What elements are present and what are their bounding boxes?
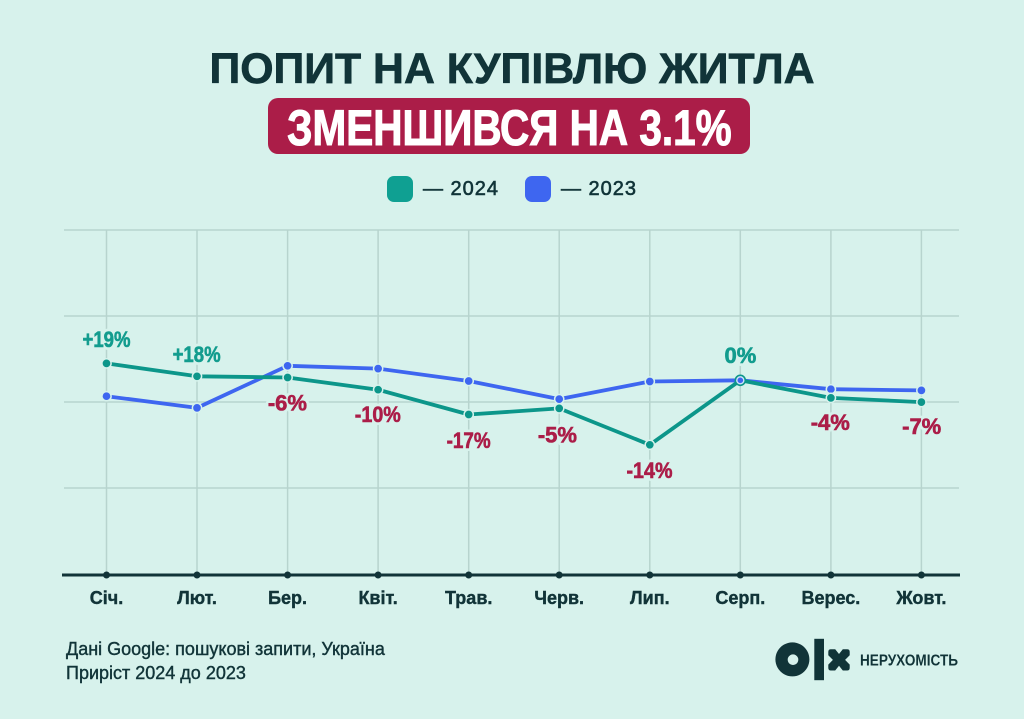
svg-text:-5%: -5% [538,423,577,448]
svg-text:Трав.: Трав. [445,588,492,608]
svg-text:-14%: -14% [627,458,673,483]
svg-text:-7%: -7% [902,414,941,439]
svg-text:-4%: -4% [811,410,850,435]
svg-text:-6%: -6% [268,391,307,416]
svg-text:+19%: +19% [83,327,131,352]
svg-text:Лют.: Лют. [177,588,217,608]
svg-text:Черв.: Черв. [534,588,584,608]
svg-text:Жовт.: Жовт. [895,588,946,608]
svg-text:-10%: -10% [355,402,401,427]
svg-text:-7%: -7% [902,414,941,439]
svg-text:-17%: -17% [447,428,491,453]
svg-text:+18%: +18% [173,342,221,367]
svg-text:Верес.: Верес. [802,588,861,608]
svg-text:-5%: -5% [538,423,577,448]
svg-text:Квіт.: Квіт. [358,588,397,608]
svg-text:0%: 0% [725,343,757,368]
svg-text:+18%: +18% [173,342,221,367]
svg-text:-17%: -17% [447,428,491,453]
svg-text:-14%: -14% [627,458,673,483]
svg-text:-10%: -10% [355,402,401,427]
svg-text:-4%: -4% [811,410,850,435]
svg-text:НЕРУХОМІСТЬ: НЕРУХОМІСТЬ [860,653,958,670]
svg-text:Бер.: Бер. [268,588,307,608]
svg-text:-6%: -6% [268,391,307,416]
svg-text:Січ.: Січ. [90,588,123,608]
svg-text:Серп.: Серп. [715,588,765,608]
svg-text:Лип.: Лип. [630,588,670,608]
svg-text:+19%: +19% [83,327,131,352]
svg-text:0%: 0% [725,343,757,368]
